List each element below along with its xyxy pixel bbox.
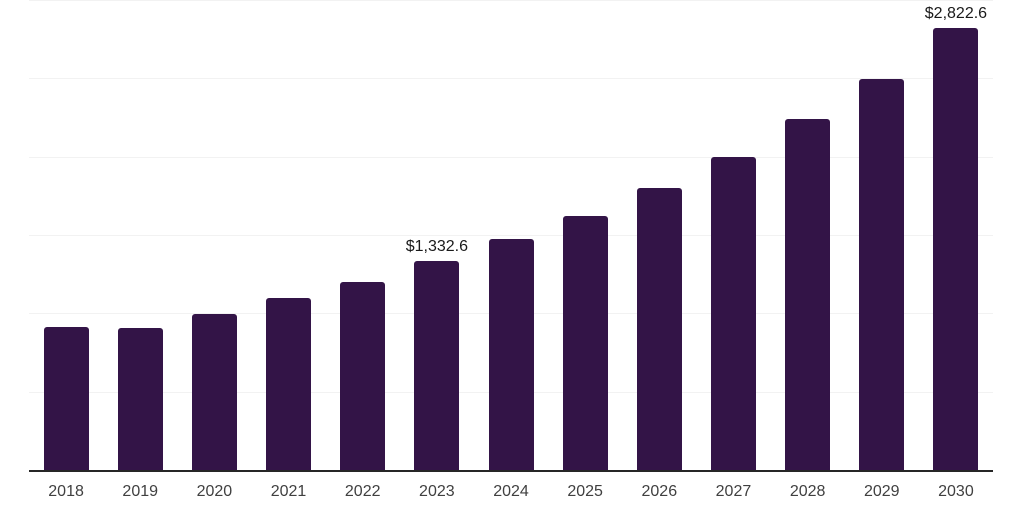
- bar-2030: [933, 27, 979, 470]
- x-tick-2028: 2028: [789, 483, 826, 500]
- x-tick-2024: 2024: [493, 483, 529, 500]
- x-tick-2026: 2026: [641, 483, 678, 500]
- value-label-2023: $1,332.6: [405, 238, 468, 256]
- gridline-3000: [29, 0, 993, 1]
- gridline-2500: [29, 78, 993, 80]
- x-tick-2021: 2021: [270, 483, 307, 500]
- bar-2021: [266, 298, 312, 470]
- bar-2028: [785, 119, 831, 470]
- x-tick-2022: 2022: [344, 483, 381, 500]
- bar-2027: [710, 157, 756, 470]
- x-axis-labels: 2018 2019 2020 2021 2022 2023 2024 2025 2026 2027…: [29, 483, 993, 505]
- x-tick-2027: 2027: [715, 483, 752, 500]
- x-tick-2019: 2019: [122, 483, 159, 500]
- bar-2019: [117, 328, 163, 470]
- x-tick-2030: 2030: [938, 483, 974, 500]
- value-label-2030: $2,822.6: [924, 4, 988, 22]
- x-tick-2029: 2029: [863, 483, 900, 500]
- plot-area: $1,332.6 $2,822.6: [29, 0, 993, 472]
- bar-2029: [859, 78, 905, 470]
- x-axis-line: [29, 470, 993, 472]
- bar-2022: [340, 282, 386, 470]
- bar-2024: [488, 239, 534, 470]
- bar-2018: [43, 326, 89, 470]
- x-tick-2018: 2018: [48, 483, 84, 500]
- x-tick-2020: 2020: [196, 483, 233, 500]
- bar-2025: [562, 216, 608, 470]
- x-tick-2023: 2023: [419, 483, 455, 500]
- bar-2020: [191, 314, 237, 470]
- bar-2023: [414, 261, 460, 470]
- gridline-2000: [29, 156, 993, 158]
- x-tick-2025: 2025: [567, 483, 603, 500]
- bar-2026: [636, 188, 682, 470]
- gridline-1500: [29, 235, 993, 236]
